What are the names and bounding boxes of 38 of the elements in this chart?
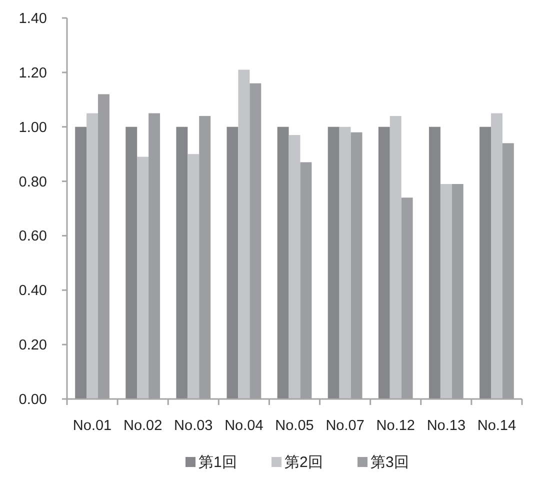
- y-tick-label: 0.80: [18, 174, 47, 190]
- bar: [390, 116, 402, 399]
- bar: [176, 126, 188, 399]
- bar: [480, 126, 491, 399]
- bar: [428, 126, 440, 399]
- y-tick-label: 0.20: [18, 338, 47, 354]
- x-tick-label: No.12: [376, 418, 415, 434]
- legend-label: 第1回: [198, 454, 237, 471]
- x-tick-label: No.14: [477, 418, 516, 434]
- bar: [86, 113, 98, 399]
- y-tick-label: 0.40: [18, 283, 47, 300]
- bar: [226, 126, 238, 399]
- bar: [490, 113, 502, 399]
- y-tick-label: 0.60: [18, 228, 47, 245]
- x-tick-label: No.02: [123, 418, 162, 434]
- bar: [137, 156, 149, 399]
- x-tick-label: No.13: [426, 418, 466, 434]
- y-tick-label: 1.20: [18, 65, 47, 82]
- bar: [288, 135, 300, 399]
- bar: [378, 126, 390, 399]
- bar: [277, 126, 289, 399]
- bar: [126, 126, 138, 399]
- legend-label: 第3回: [370, 454, 409, 471]
- x-tick-label: No.03: [174, 418, 213, 434]
- y-tick-label: 1.40: [18, 11, 47, 27]
- bar: [188, 154, 200, 399]
- x-tick-label: No.01: [72, 418, 112, 434]
- x-tick-label: No.07: [326, 418, 364, 434]
- y-tick-label: 1.00: [18, 120, 47, 136]
- bar: [75, 126, 87, 399]
- bar: [440, 184, 452, 399]
- y-tick-label: 0.00: [18, 392, 47, 408]
- bar: [328, 126, 340, 399]
- x-tick-label: No.05: [275, 418, 314, 434]
- legend-label: 第2回: [284, 454, 323, 471]
- bar: [339, 126, 351, 399]
- bar: [238, 70, 250, 399]
- x-tick-label: No.04: [224, 418, 264, 434]
